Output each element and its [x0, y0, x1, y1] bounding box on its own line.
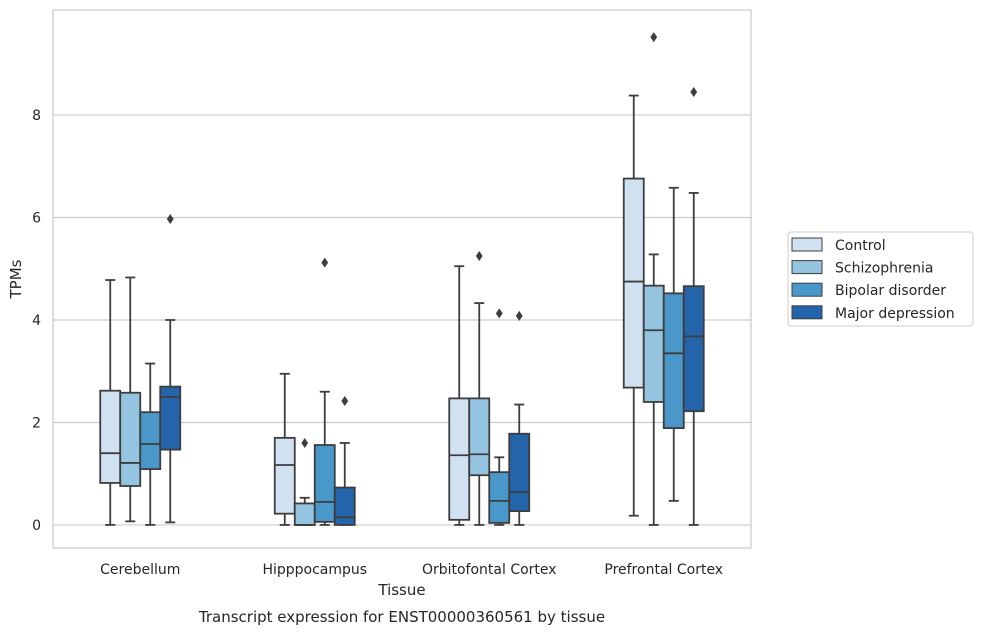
box-group [448, 265, 471, 526]
legend-label: Bipolar disorder [835, 283, 946, 299]
x-tick-labels: Cerebellum Hipppocampus Orbitofontal Corte… [100, 562, 723, 578]
outlier-point [495, 308, 503, 319]
legend-swatch [791, 237, 823, 252]
box-group [468, 250, 491, 526]
x-tick-label: Cerebellum [100, 562, 180, 578]
box [273, 436, 296, 515]
box-group [662, 186, 685, 502]
legend-swatch [791, 260, 823, 275]
box [313, 444, 336, 523]
y-tick-label: 8 [32, 108, 41, 124]
box [682, 285, 705, 413]
y-tick-labels: 0 2 4 6 8 [32, 108, 41, 534]
outlier-point [321, 257, 329, 268]
box-group [682, 86, 705, 526]
box-group [99, 279, 122, 526]
legend: Control Schizophrenia Bipolar disorder Majo… [787, 231, 974, 327]
box-group [313, 257, 336, 526]
y-tick-label: 4 [32, 313, 41, 329]
outlier-point [301, 437, 309, 448]
box-group [333, 395, 356, 526]
legend-label: Schizophrenia [835, 261, 933, 277]
y-tick-label: 2 [32, 415, 41, 431]
outlier-point [650, 32, 658, 43]
box-groups [99, 32, 705, 526]
box [622, 177, 645, 389]
box [139, 411, 162, 470]
box-group [293, 437, 316, 526]
x-axis-label: Tissue [377, 581, 425, 599]
y-tick-label: 6 [32, 211, 41, 227]
box [293, 502, 316, 526]
box-group [488, 308, 511, 526]
outlier-point [166, 214, 174, 225]
legend-label: Major depression [835, 306, 955, 322]
box-group [622, 94, 645, 517]
legend-label: Control [835, 238, 886, 254]
box [642, 284, 665, 403]
x-tick-label: Prefrontal Cortex [604, 562, 723, 578]
box [99, 389, 122, 484]
x-tick-label: Orbitofontal Cortex [422, 562, 557, 578]
box [488, 471, 511, 524]
x-tick-label: Hipppocampus [262, 562, 367, 578]
box [333, 486, 356, 526]
outlier-point [475, 250, 483, 261]
legend-swatch [791, 305, 823, 320]
y-axis-label: TPMs [7, 259, 25, 299]
box [662, 292, 685, 430]
legend-frame [787, 231, 974, 327]
box-group [159, 214, 182, 524]
legend-swatch [791, 282, 823, 297]
outlier-point [515, 310, 523, 321]
box-group [273, 372, 296, 526]
y-tick-label: 0 [32, 518, 41, 534]
box [159, 385, 182, 451]
outlier-point [341, 395, 349, 406]
box-group [508, 310, 531, 526]
box [468, 397, 491, 477]
box [508, 432, 531, 513]
outlier-point [690, 86, 698, 97]
box [448, 397, 471, 521]
box [119, 391, 142, 487]
chart-caption: Transcript expression for ENST0000036056… [198, 608, 605, 626]
